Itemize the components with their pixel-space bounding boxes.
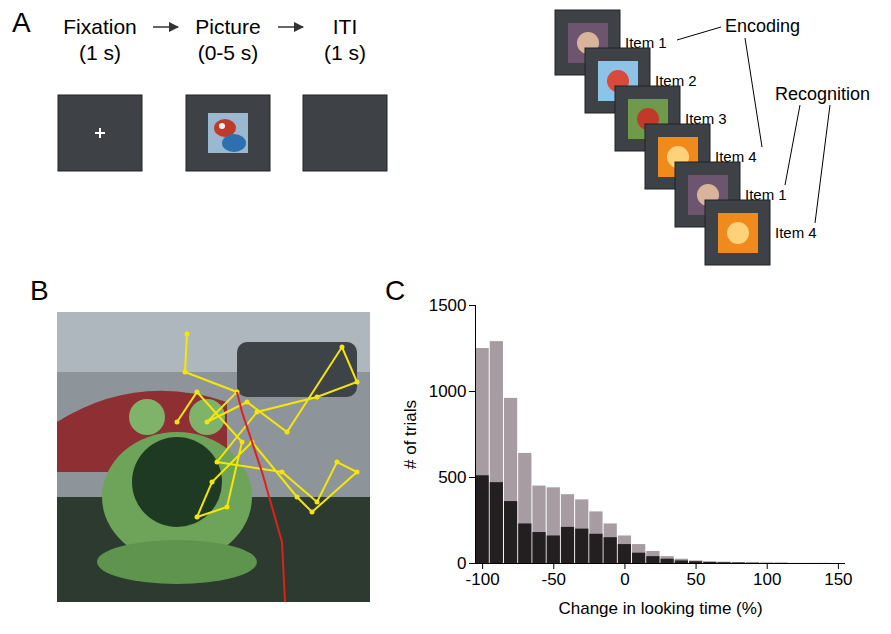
svg-text:500: 500 bbox=[438, 468, 466, 487]
svg-text:Item 3: Item 3 bbox=[685, 110, 727, 127]
svg-text:ITI: ITI bbox=[333, 15, 358, 38]
svg-text:(0-5 s): (0-5 s) bbox=[198, 41, 259, 64]
svg-text:50: 50 bbox=[687, 570, 706, 589]
svg-text:Change in looking time (%): Change in looking time (%) bbox=[558, 599, 762, 618]
svg-text:(1 s): (1 s) bbox=[324, 41, 366, 64]
svg-text:0: 0 bbox=[620, 570, 629, 589]
svg-text:# of trials: # of trials bbox=[401, 400, 420, 469]
svg-text:Encoding: Encoding bbox=[725, 16, 800, 36]
svg-text:1000: 1000 bbox=[429, 382, 467, 401]
svg-text:Item 4: Item 4 bbox=[715, 148, 757, 165]
svg-text:150: 150 bbox=[824, 570, 852, 589]
svg-text:Item 1: Item 1 bbox=[745, 186, 787, 203]
svg-text:0: 0 bbox=[457, 553, 467, 573]
svg-text:-50: -50 bbox=[541, 570, 566, 589]
svg-text:Fixation: Fixation bbox=[63, 15, 137, 38]
svg-text:Item 2: Item 2 bbox=[655, 72, 697, 89]
svg-text:Picture: Picture bbox=[195, 15, 260, 38]
svg-text:100: 100 bbox=[753, 570, 781, 589]
svg-text:(1 s): (1 s) bbox=[79, 41, 121, 64]
svg-text:Item 4: Item 4 bbox=[775, 224, 817, 241]
svg-text:Recognition: Recognition bbox=[775, 84, 870, 104]
svg-text:B: B bbox=[30, 275, 49, 306]
svg-text:-100: -100 bbox=[466, 570, 500, 589]
svg-text:1500: 1500 bbox=[429, 296, 467, 315]
svg-text:Item 1: Item 1 bbox=[625, 34, 667, 51]
svg-text:C: C bbox=[385, 275, 405, 306]
svg-text:A: A bbox=[12, 7, 31, 38]
